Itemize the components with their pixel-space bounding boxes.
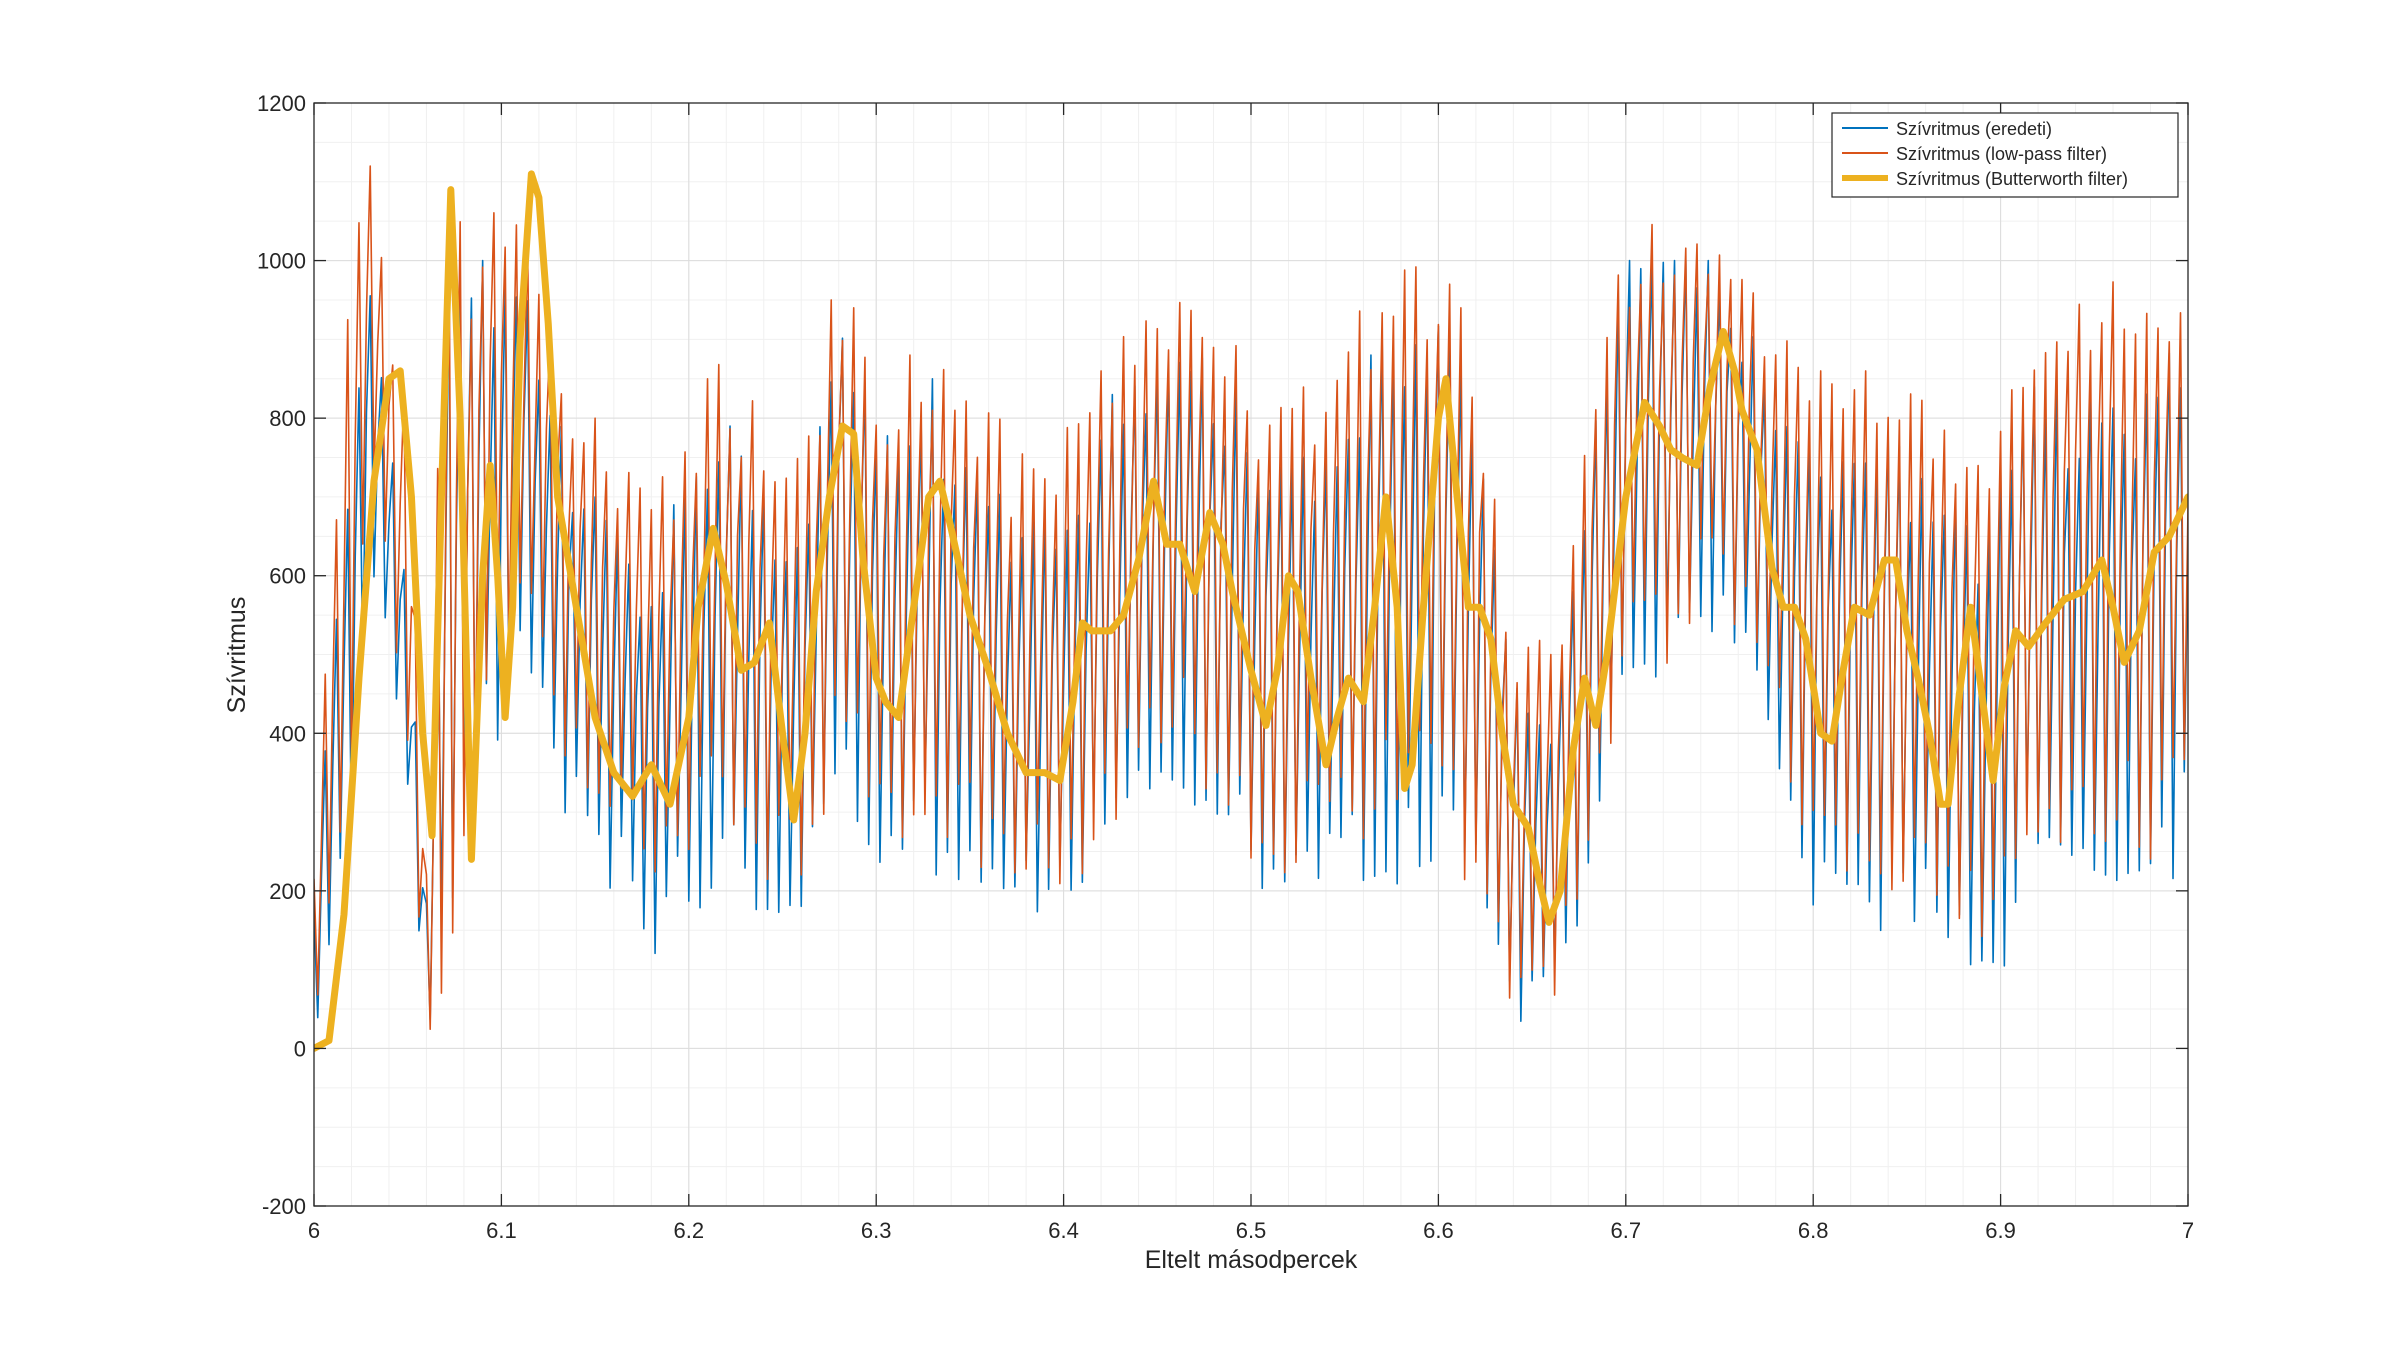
legend-label-1: Szívritmus (eredeti) — [1896, 119, 2052, 139]
x-tick-label: 6.5 — [1236, 1218, 1267, 1243]
x-axis-label: Eltelt másodpercek — [1145, 1246, 1358, 1274]
legend-label-2: Szívritmus (low-pass filter) — [1896, 144, 2107, 164]
y-tick-label: 200 — [269, 879, 306, 904]
y-tick-label: 800 — [269, 406, 306, 431]
y-tick-labels: -200 0 200 400 600 800 1000 1200 — [257, 91, 306, 1219]
y-tick-label: 0 — [294, 1036, 306, 1061]
x-tick-label: 6.1 — [486, 1218, 517, 1243]
x-tick-labels: 6 6.1 6.2 6.3 6.4 6.5 6.6 6.7 6.8 6.9 7 — [308, 1218, 2194, 1243]
x-tick-label: 6 — [308, 1218, 320, 1243]
x-tick-label: 7 — [2182, 1218, 2194, 1243]
y-tick-label: 400 — [269, 721, 306, 746]
x-tick-label: 6.9 — [1985, 1218, 2016, 1243]
series-line-3 — [314, 170, 2188, 1052]
y-axis-label: Szívritmus — [223, 597, 251, 714]
legend: Szívritmus (eredeti) Szívritmus (low-pass… — [1831, 112, 2179, 198]
x-tick-label: 6.4 — [1048, 1218, 1079, 1243]
series-layer — [314, 165, 2188, 1052]
x-tick-label: 6.8 — [1798, 1218, 1829, 1243]
y-tick-label: 1200 — [257, 91, 306, 116]
series-line-2 — [314, 165, 2188, 1031]
y-tick-label: -200 — [262, 1194, 306, 1219]
y-tick-label: 600 — [269, 564, 306, 589]
x-tick-label: 6.3 — [861, 1218, 892, 1243]
legend-label-3: Szívritmus (Butterworth filter) — [1896, 169, 2128, 189]
y-tick-label: 1000 — [257, 249, 306, 274]
x-tick-label: 6.7 — [1611, 1218, 1642, 1243]
x-tick-label: 6.2 — [674, 1218, 705, 1243]
x-tick-label: 6.6 — [1423, 1218, 1454, 1243]
legend-box — [1831, 112, 2179, 198]
axis-ticks — [313, 102, 2189, 1207]
